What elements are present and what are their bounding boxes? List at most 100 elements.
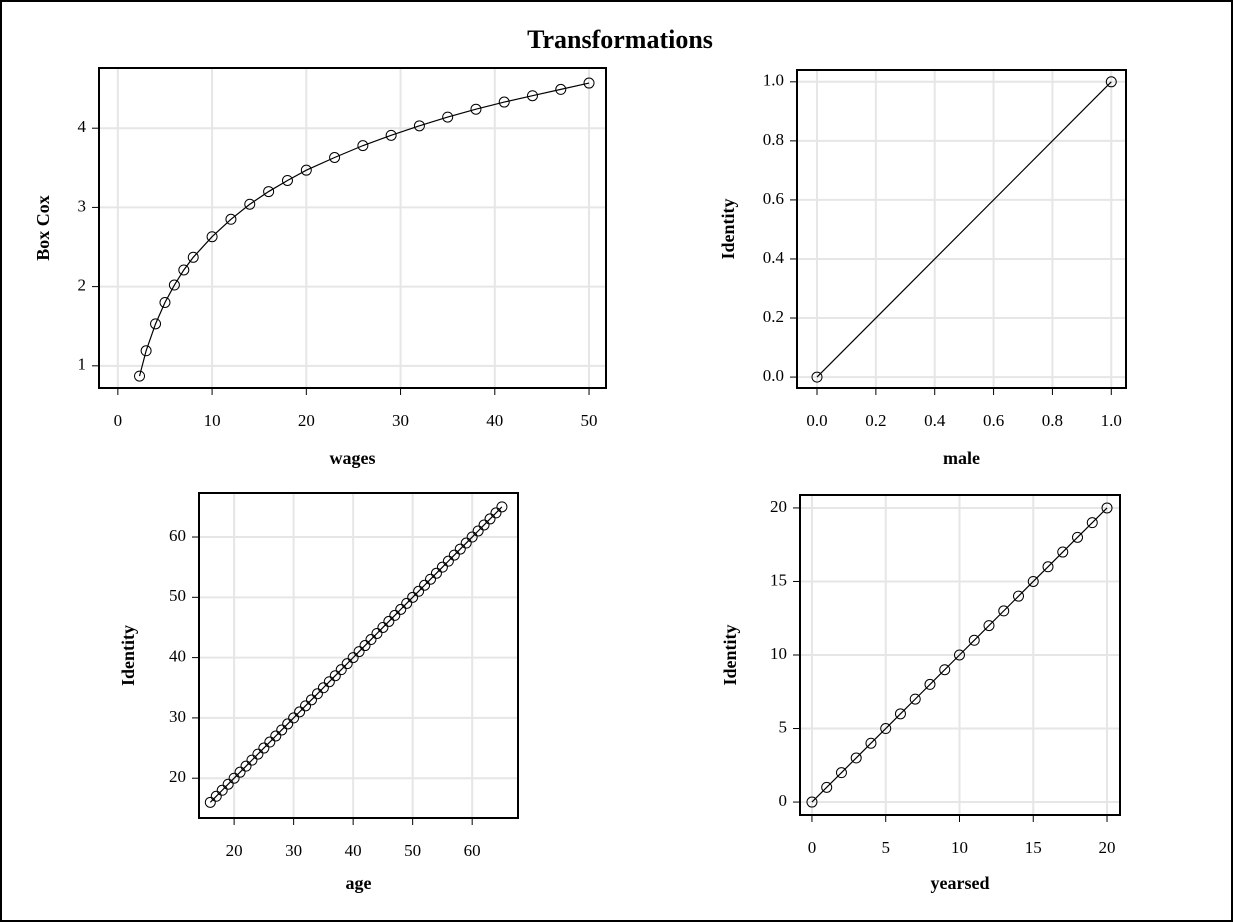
data-point <box>1086 517 1098 529</box>
data-point <box>909 693 921 705</box>
data-point <box>880 723 892 735</box>
data-point <box>258 742 270 754</box>
data-point <box>244 198 256 210</box>
x-axis-label: yearsed <box>931 873 990 893</box>
data-point <box>246 754 258 766</box>
y-tick-label: 5 <box>779 717 788 736</box>
data-point <box>498 96 510 108</box>
data-point <box>454 543 466 555</box>
x-tick-label: 0.2 <box>865 411 886 430</box>
data-point <box>270 730 282 742</box>
x-tick-label: 10 <box>951 838 968 857</box>
data-point <box>998 605 1010 617</box>
data-point <box>448 549 460 561</box>
data-point <box>225 213 237 225</box>
x-tick-label: 0 <box>808 838 817 857</box>
y-tick-label: 0 <box>779 791 788 810</box>
data-point <box>264 736 276 748</box>
x-tick-label: 50 <box>581 411 598 430</box>
data-point <box>983 620 995 632</box>
data-point <box>484 513 496 525</box>
y-tick-label: 0.4 <box>763 248 785 267</box>
data-point <box>1027 575 1039 587</box>
y-tick-label: 3 <box>78 196 87 215</box>
data-point <box>204 796 216 808</box>
x-tick-label: 0.6 <box>983 411 1004 430</box>
y-tick-label: 30 <box>169 707 186 726</box>
x-tick-label: 40 <box>486 411 503 430</box>
data-point <box>413 120 425 132</box>
data-point <box>341 658 353 670</box>
data-point <box>953 649 965 661</box>
data-line <box>138 82 590 377</box>
data-point <box>206 231 218 243</box>
y-tick-label: 20 <box>770 497 787 516</box>
data-point <box>300 164 312 176</box>
data-point <box>228 772 240 784</box>
data-point <box>159 296 171 308</box>
y-tick-label: 20 <box>169 767 186 786</box>
data-point <box>216 784 228 796</box>
y-tick-label: 4 <box>78 117 87 136</box>
y-axis-label: Box Cox <box>33 195 53 261</box>
x-tick-label: 15 <box>1025 838 1042 857</box>
data-point <box>187 251 199 263</box>
x-tick-label: 40 <box>345 841 362 860</box>
data-point <box>806 796 818 808</box>
data-point <box>282 718 294 730</box>
data-point <box>470 103 482 115</box>
x-tick-label: 30 <box>285 841 302 860</box>
data-point <box>821 781 833 793</box>
y-tick-label: 0.0 <box>763 366 784 385</box>
data-point <box>385 129 397 141</box>
data-point <box>472 525 484 537</box>
data-point <box>347 652 359 664</box>
data-point <box>178 264 190 276</box>
data-point <box>460 537 472 549</box>
y-tick-label: 0.6 <box>763 189 784 208</box>
data-point <box>210 790 222 802</box>
data-point <box>311 688 323 700</box>
data-point <box>850 752 862 764</box>
x-tick-label: 5 <box>881 838 890 857</box>
data-point <box>526 90 538 102</box>
data-point <box>1042 561 1054 573</box>
data-point <box>150 318 162 330</box>
data-point <box>389 609 401 621</box>
data-point <box>442 111 454 123</box>
data-point <box>234 766 246 778</box>
data-point <box>413 585 425 597</box>
data-point <box>811 371 823 383</box>
panel: 0 5 10 15 20 0 5 10 15 20 yearsed Identity <box>720 494 1121 893</box>
y-tick-label: 1.0 <box>763 71 784 90</box>
data-point <box>555 83 567 95</box>
data-point <box>430 567 442 579</box>
y-tick-label: 2 <box>78 276 87 295</box>
data-point <box>1101 502 1113 514</box>
data-point <box>939 664 951 676</box>
data-point <box>1057 546 1069 558</box>
data-point <box>263 186 275 198</box>
data-point <box>294 706 306 718</box>
x-tick-label: 20 <box>226 841 243 860</box>
data-point <box>490 507 502 519</box>
data-point <box>436 561 448 573</box>
data-point <box>835 767 847 779</box>
data-point <box>377 621 389 633</box>
data-point <box>252 748 264 760</box>
x-tick-label: 10 <box>204 411 221 430</box>
plot-frame <box>98 67 607 389</box>
data-point <box>407 591 419 603</box>
data-point <box>1105 76 1117 88</box>
panel: 20 30 40 50 60 20 30 40 50 60 age Identity <box>118 492 519 893</box>
x-tick-label: 60 <box>464 841 481 860</box>
data-point <box>496 501 508 513</box>
data-point <box>395 603 407 615</box>
data-point <box>865 737 877 749</box>
data-line <box>811 507 1108 803</box>
data-point <box>329 152 341 164</box>
data-point <box>335 664 347 676</box>
data-line <box>209 506 503 803</box>
